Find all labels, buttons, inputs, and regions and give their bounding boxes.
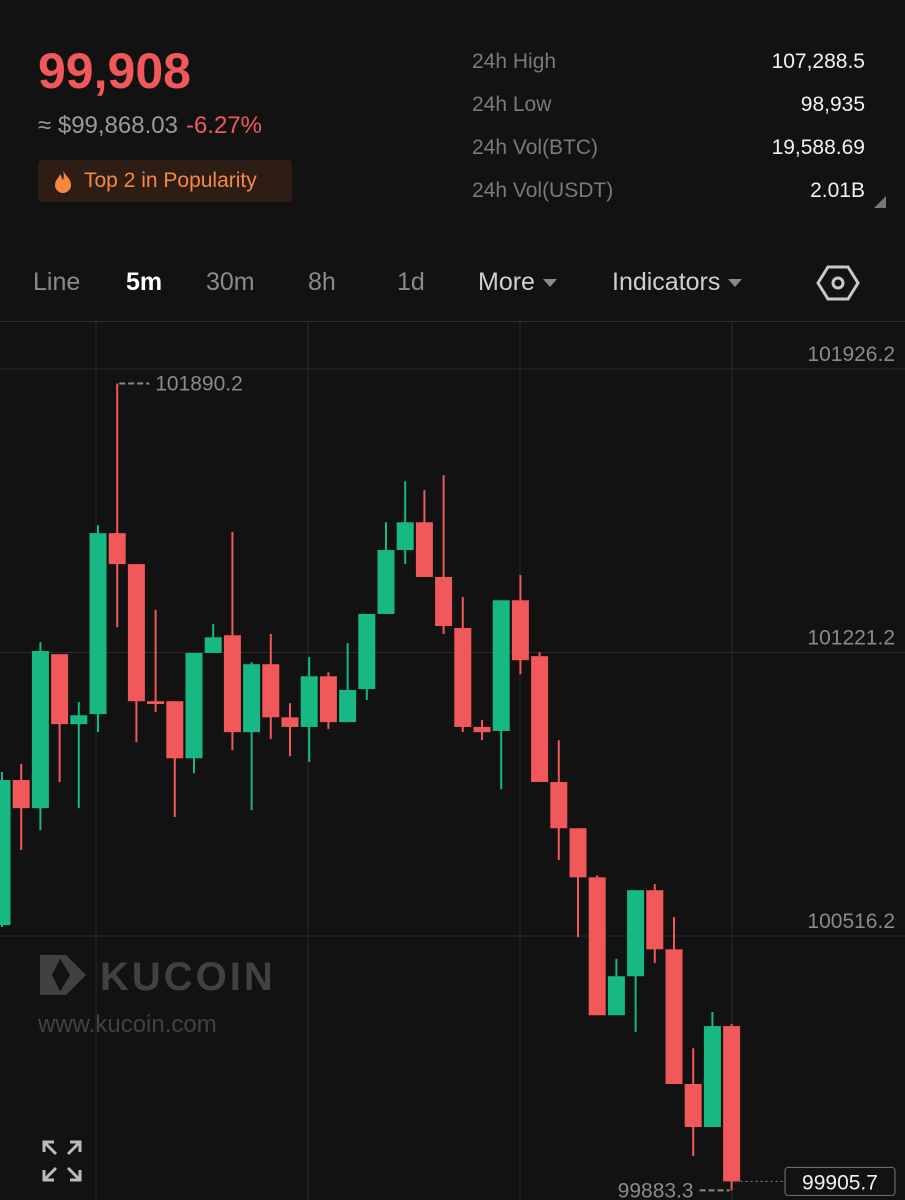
watermark: KUCOIN www.kucoin.com: [37, 955, 276, 1038]
candle-body: [319, 676, 337, 723]
timeframe-tab[interactable]: Line: [33, 268, 81, 296]
timeframe-tab[interactable]: 1d: [397, 268, 425, 296]
stat-label: 24h Vol(BTC): [472, 136, 599, 159]
candle-body: [223, 635, 241, 733]
candle-body: [435, 576, 453, 627]
stat-value: 2.01B: [810, 179, 865, 202]
candle-body: [531, 656, 549, 783]
candle-body: [665, 949, 683, 1084]
candle-body: [89, 533, 107, 715]
watermark-url: www.kucoin.com: [37, 1011, 217, 1038]
watermark-logo: [40, 955, 86, 995]
popularity-badge[interactable]: Top 2 in Popularity: [38, 160, 292, 202]
candle-body: [70, 715, 88, 725]
min-price-label: 99883.3: [618, 1179, 694, 1200]
candle-body: [646, 890, 664, 950]
candle-body: [12, 780, 30, 809]
timeframe-tab[interactable]: Indicators: [612, 268, 721, 296]
stat-value: 19,588.69: [771, 136, 865, 159]
candle-body: [627, 890, 645, 977]
candle-body: [415, 522, 433, 577]
stat-value: 98,935: [800, 93, 865, 116]
candle-body: [396, 522, 414, 551]
timeframe-tab[interactable]: 8h: [308, 268, 336, 296]
volume-caret: [874, 196, 886, 208]
last-price-box: [784, 1166, 896, 1196]
watermark-brand: KUCOIN: [100, 955, 276, 999]
badge-text: Top 2 in Popularity: [84, 169, 257, 192]
timeframe-tab[interactable]: 30m: [206, 268, 255, 296]
candle-body: [339, 689, 357, 723]
candle-body: [127, 564, 145, 702]
usd-price: ≈ $99,868.03: [38, 112, 178, 139]
candle-body: [185, 652, 203, 759]
candle-body: [358, 613, 376, 690]
y-tick-label: 101221.2: [807, 626, 895, 649]
settings-icon[interactable]: [816, 265, 860, 301]
candle-body: [607, 976, 625, 1016]
candle-body: [550, 782, 568, 829]
candle-body: [262, 664, 280, 718]
candle-body: [492, 600, 510, 731]
candle-body: [300, 676, 318, 727]
candle-body: [204, 637, 222, 653]
fullscreen-icon[interactable]: [42, 1140, 82, 1182]
candle-body: [473, 726, 491, 733]
candle-body: [243, 664, 261, 733]
timeframe-tab[interactable]: More: [478, 268, 535, 296]
last-price-label: 99905.7: [802, 1171, 878, 1194]
last-price: 99,908: [38, 43, 191, 99]
candle-body: [723, 1026, 741, 1182]
y-tick-label: 100516.2: [807, 910, 895, 933]
candle-body: [511, 600, 529, 661]
candle-body: [569, 828, 587, 878]
candle-body: [147, 701, 165, 705]
stat-value: 107,288.5: [771, 50, 865, 73]
dropdown-caret: [542, 279, 557, 287]
candle-body: [377, 550, 395, 614]
change: -6.27%: [185, 112, 263, 139]
stat-label: 24h Low: [472, 93, 552, 116]
candle-body: [31, 650, 49, 809]
candle-body: [0, 780, 11, 926]
timeframe-tab[interactable]: 5m: [126, 268, 163, 296]
approx-price: ≈ $99,868.03 -6.27%: [38, 112, 262, 140]
candle-body: [166, 701, 184, 759]
candle-body: [51, 654, 69, 725]
candle-body: [108, 533, 126, 565]
stat-label: 24h High: [472, 50, 557, 73]
stat-label: 24h Vol(USDT): [472, 179, 614, 202]
dropdown-caret: [728, 279, 743, 287]
candle-body: [454, 628, 472, 727]
max-price-label: 101890.2: [155, 372, 243, 395]
fire-icon: [55, 170, 71, 193]
candle-body: [588, 877, 606, 1016]
candle-body: [684, 1083, 702, 1128]
y-tick-label: 101926.2: [807, 343, 895, 366]
candle-body: [281, 717, 299, 727]
candle-body: [703, 1026, 721, 1128]
